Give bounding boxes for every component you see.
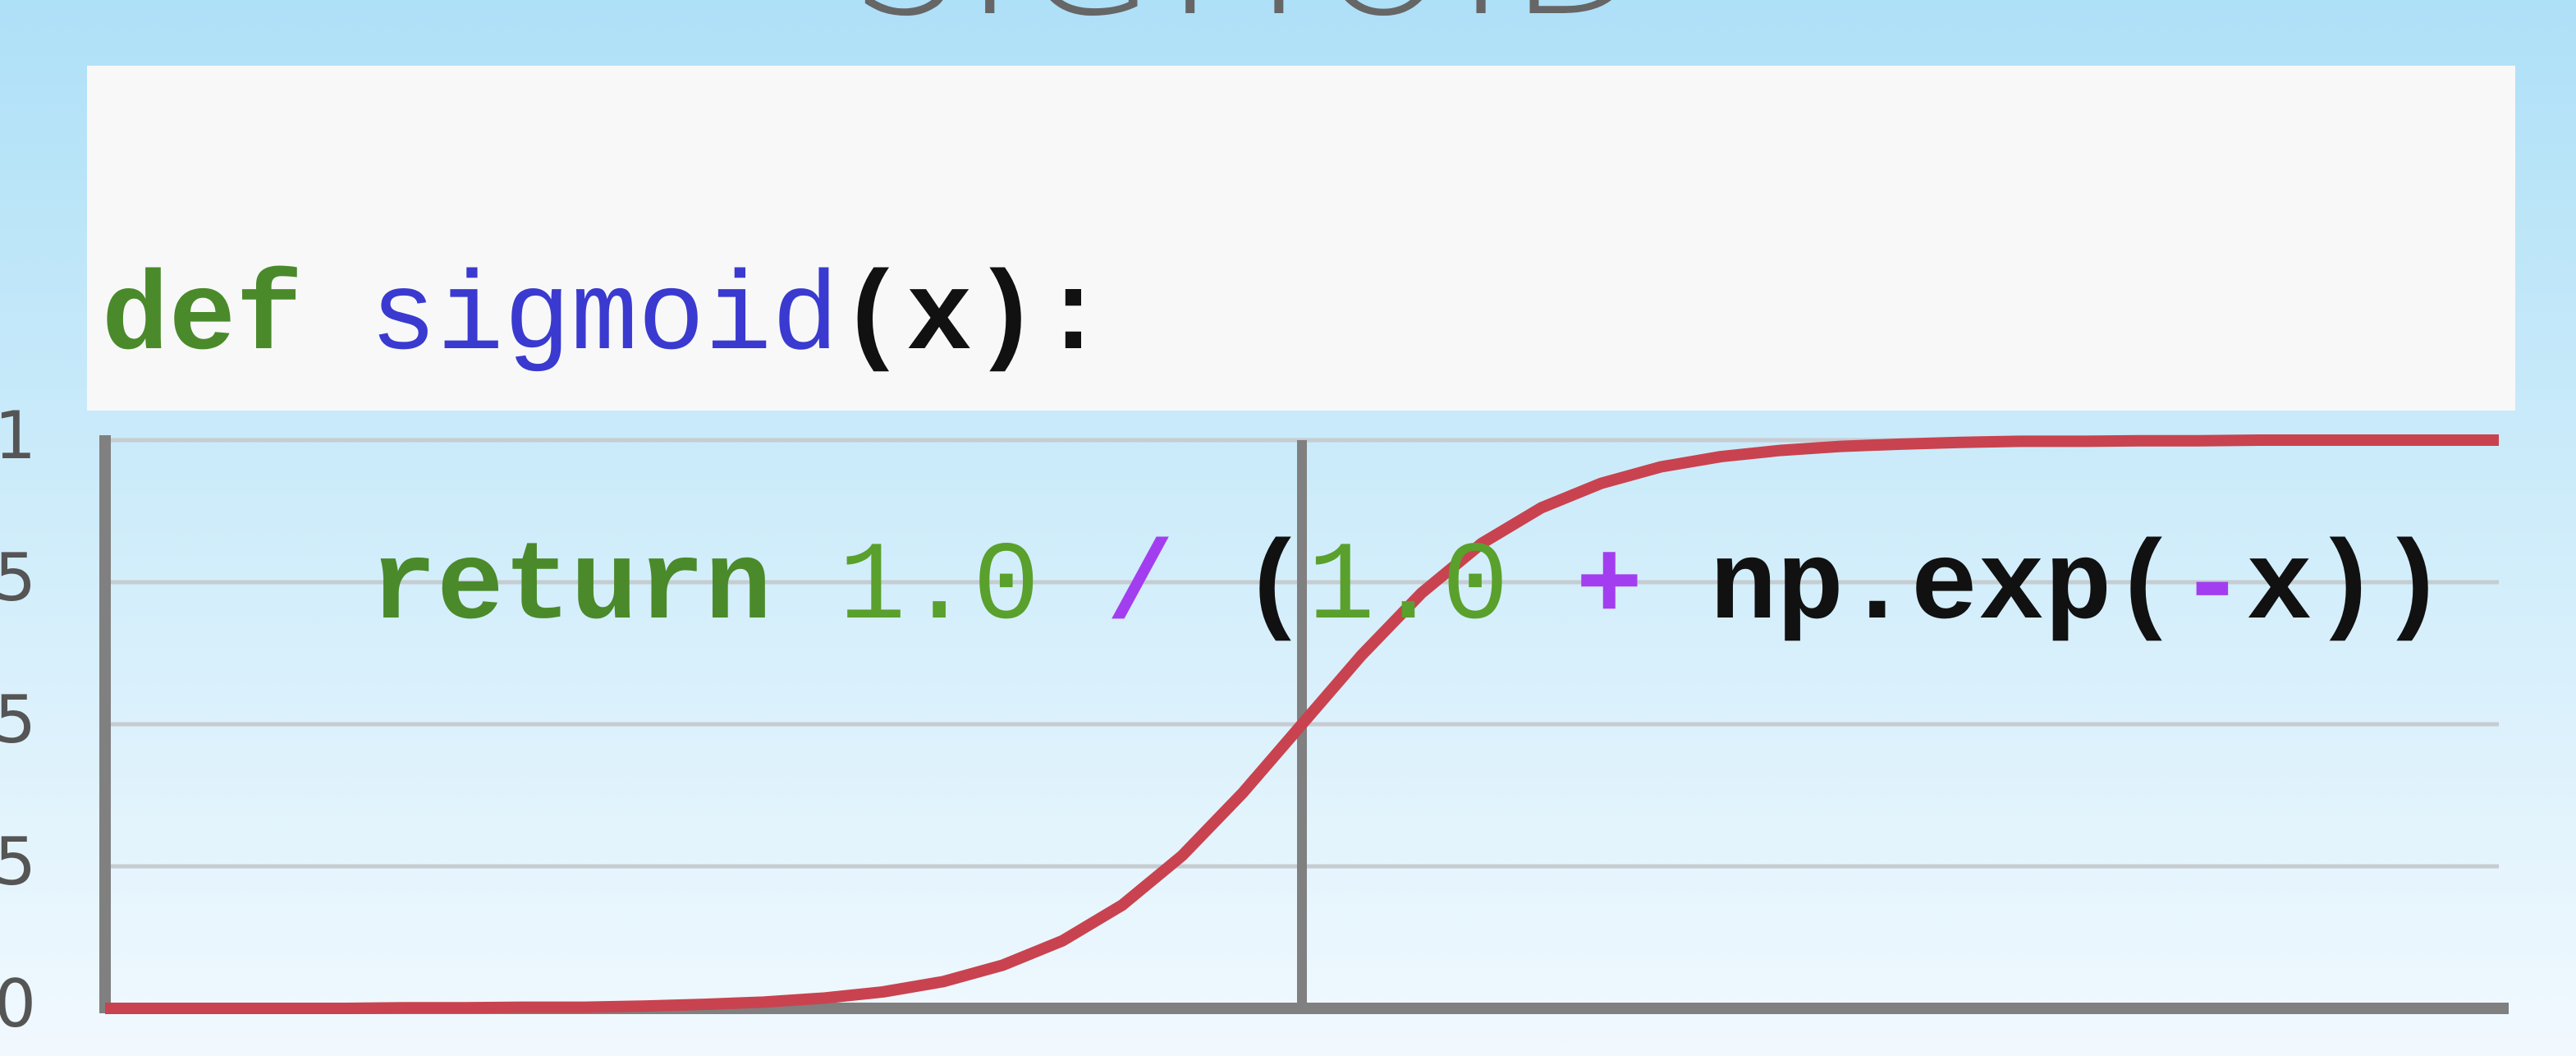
y-tick-label: 0 bbox=[0, 966, 36, 1042]
code-block: def sigmoid(x): return 1.0 / (1.0 + np.e… bbox=[87, 66, 2515, 651]
code-token bbox=[102, 525, 369, 651]
sigmoid-line bbox=[105, 434, 2499, 1014]
code-token: np.exp( bbox=[1643, 525, 2180, 651]
code-line: def sigmoid(x): bbox=[102, 251, 2515, 386]
code-token bbox=[1040, 525, 1107, 651]
code-token: def bbox=[102, 255, 303, 382]
code-token bbox=[303, 255, 370, 382]
code-token bbox=[772, 525, 839, 651]
code-token: (x): bbox=[838, 255, 1107, 382]
code-token: 1.0 bbox=[838, 525, 1040, 651]
code-token: + bbox=[1575, 525, 1643, 651]
y-tick-label: 0.75 bbox=[0, 539, 36, 616]
y-tick-label: 0.5 bbox=[0, 682, 36, 758]
code-token: / bbox=[1107, 525, 1174, 651]
code-token: x)) bbox=[2245, 525, 2447, 651]
chart-title: SIGMOID bbox=[849, 0, 1647, 56]
code-token: 1.0 bbox=[1308, 525, 1509, 651]
y-tick-label: 0.25 bbox=[0, 824, 36, 900]
code-token: return bbox=[369, 525, 772, 651]
code-token: ( bbox=[1173, 525, 1309, 651]
code-token bbox=[1509, 525, 1576, 651]
y-tick-label: 1 bbox=[0, 397, 36, 474]
code-token: sigmoid bbox=[369, 255, 839, 382]
code-line: return 1.0 / (1.0 + np.exp(-x)) bbox=[102, 521, 2515, 655]
code-token: - bbox=[2179, 525, 2246, 651]
